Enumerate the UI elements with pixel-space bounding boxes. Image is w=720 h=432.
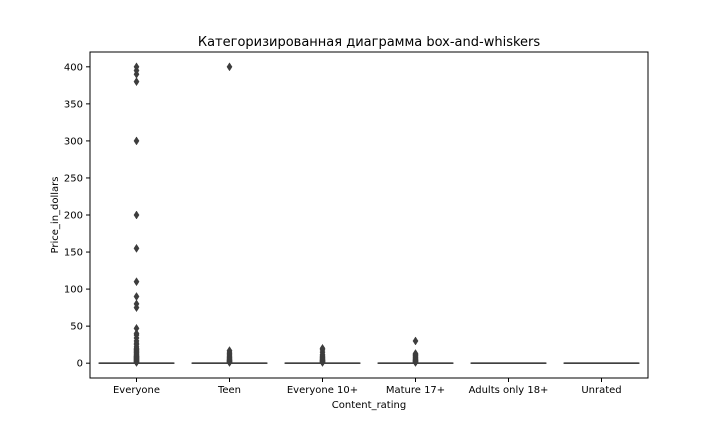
outlier-point	[133, 62, 140, 72]
outlier-point	[133, 277, 140, 287]
chart-title: Категоризированная диаграмма box-and-whi…	[198, 35, 541, 50]
outlier-point	[319, 343, 326, 353]
y-axis-label: Price_in_dollars	[50, 177, 61, 254]
outlier-point	[133, 299, 140, 309]
y-tick-label: 250	[64, 173, 83, 184]
plot-area	[98, 62, 640, 367]
outlier-point	[133, 323, 140, 333]
outlier-point	[133, 77, 140, 87]
x-tick-label: Unrated	[581, 385, 621, 396]
y-tick-label: 150	[64, 248, 83, 259]
x-tick-label: Everyone	[113, 385, 160, 396]
y-tick-label: 300	[64, 136, 83, 147]
box-group	[98, 62, 175, 367]
outlier-point	[133, 292, 140, 301]
y-axis: 0 50 100 150 200 250 300 350 400	[64, 62, 90, 370]
box-group	[191, 62, 268, 367]
outlier-point	[133, 243, 140, 253]
box-group	[284, 343, 361, 367]
y-tick-label: 100	[64, 285, 83, 296]
y-tick-label: 0	[77, 359, 83, 370]
outlier-point	[226, 346, 233, 356]
x-tick-label: Adults only 18+	[469, 385, 549, 396]
outlier-point	[133, 136, 140, 146]
outlier-point	[412, 349, 419, 359]
x-tick-label: Teen	[217, 385, 241, 396]
box-group	[377, 336, 454, 367]
x-axis: Everyone Teen Everyone 10+ Mature 17+ Adults…	[113, 378, 622, 396]
y-tick-label: 350	[64, 99, 83, 110]
x-tick-label: Mature 17+	[386, 385, 445, 396]
y-tick-label: 50	[70, 322, 83, 333]
x-tick-label: Everyone 10+	[287, 385, 358, 396]
outlier-point	[412, 336, 419, 346]
outlier-point	[133, 210, 140, 220]
y-tick-label: 400	[64, 62, 83, 73]
outlier-point	[133, 329, 140, 339]
outlier-point	[226, 62, 233, 72]
y-tick-label: 200	[64, 211, 83, 222]
x-axis-label: Content_rating	[332, 400, 406, 411]
